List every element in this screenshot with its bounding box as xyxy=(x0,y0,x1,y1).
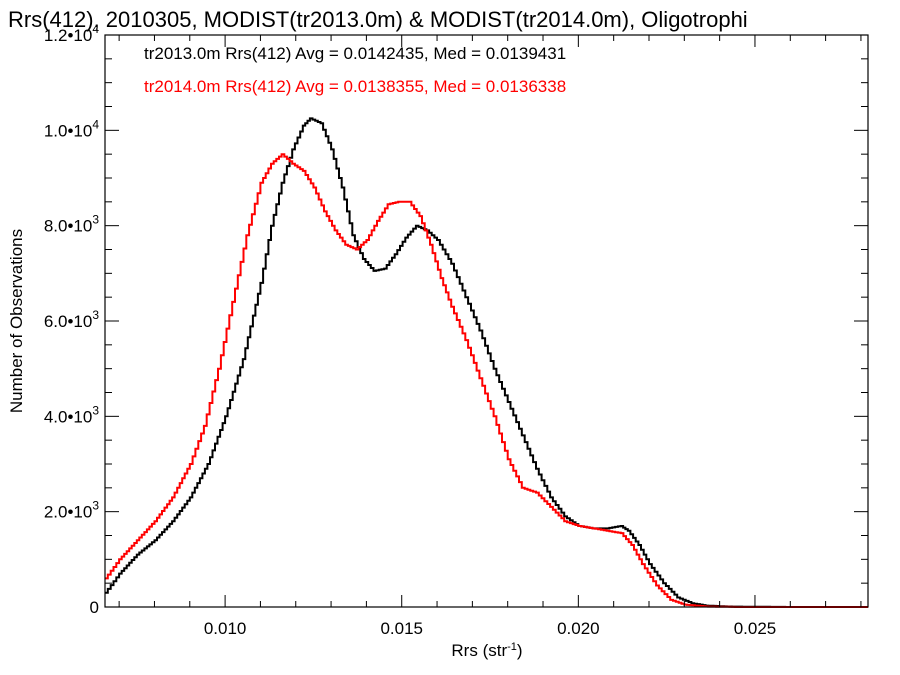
plot-frame xyxy=(104,34,869,608)
y-tick-label: 2.0•103 xyxy=(44,499,100,522)
y-tick-label: 4.0•103 xyxy=(44,403,100,426)
x-axis-label: Rrs (str-1) xyxy=(451,641,522,660)
series-line-red xyxy=(105,153,868,608)
x-tick-label: 0.020 xyxy=(557,619,600,638)
y-tick-label: 1.2•104 xyxy=(44,22,100,45)
chart-title: Rrs(412), 2010305, MODIST(tr2013.0m) & M… xyxy=(8,7,748,32)
y-tick-label: 1.0•104 xyxy=(44,117,100,140)
y-axis-label: Number of Observations xyxy=(7,229,26,413)
y-tick-label: 0 xyxy=(90,598,99,617)
y-tick-label: 8.0•103 xyxy=(44,213,100,236)
legend: tr2013.0m Rrs(412) Avg = 0.0142435, Med … xyxy=(144,44,566,96)
x-tick-label: 0.010 xyxy=(204,619,247,638)
x-tick-label: 0.025 xyxy=(734,619,777,638)
y-tick-label: 6.0•103 xyxy=(44,308,100,331)
legend-entry-red: tr2014.0m Rrs(412) Avg = 0.0138355, Med … xyxy=(144,77,566,96)
legend-entry-black: tr2013.0m Rrs(412) Avg = 0.0142435, Med … xyxy=(144,44,566,63)
x-tick-label: 0.015 xyxy=(380,619,423,638)
series-line-black xyxy=(105,117,868,608)
series-group xyxy=(105,117,868,608)
ticks-group: 0.010 0.015 0.020 0.025 0 2.0•103 4.0•103 6.0•1… xyxy=(44,22,868,638)
